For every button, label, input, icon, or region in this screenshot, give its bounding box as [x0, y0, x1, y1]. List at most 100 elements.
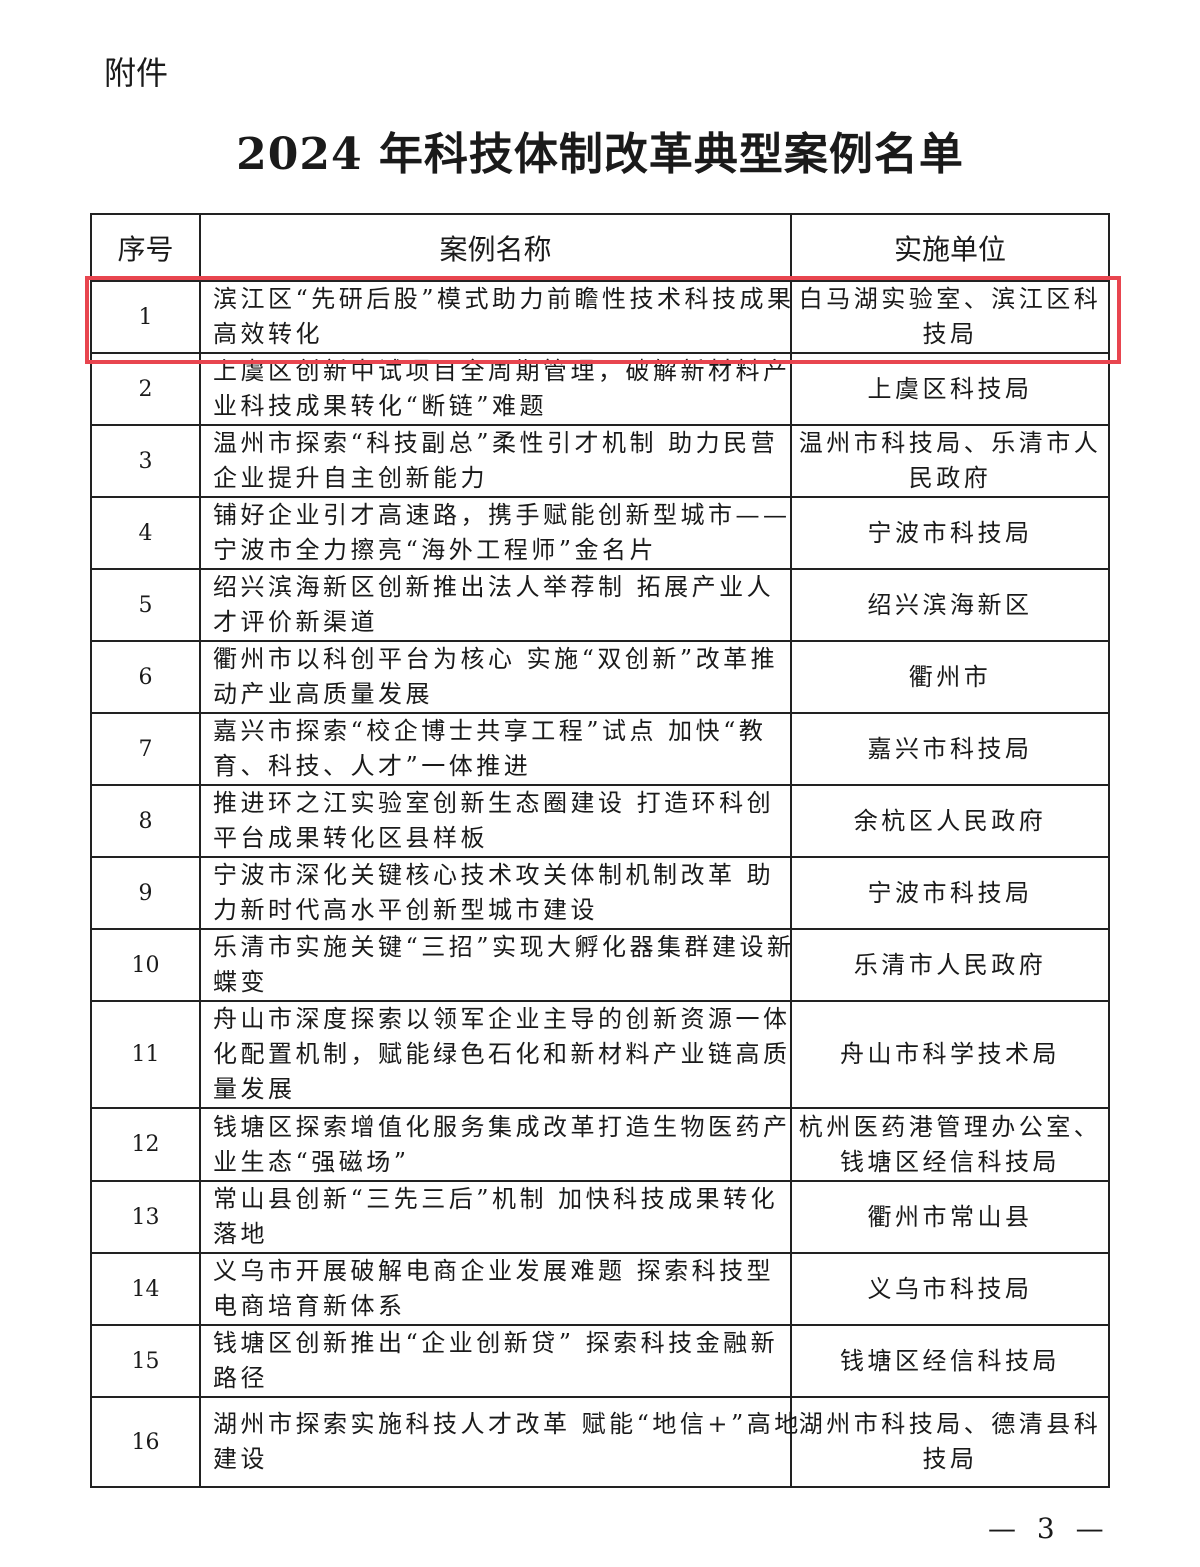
row-index: 14 [90, 1252, 201, 1326]
case-name-line: 蝶变 [213, 968, 268, 996]
case-name-line: 电商培育新体系 [213, 1292, 406, 1320]
unit-line: 衢州市常山县 [867, 1202, 1033, 1231]
unit-line: 杭州医药港管理办公室、 [798, 1112, 1102, 1141]
case-name-line: 乐清市实施关键“三招”实现大孵化器集群建设新 [213, 933, 795, 961]
case-name: 钱塘区探索增值化服务集成改革打造生物医药产 业生态“强磁场” [199, 1107, 792, 1182]
implementing-unit: 乐清市人民政府 [790, 928, 1110, 1002]
row-index: 9 [90, 856, 201, 930]
unit-line: 钱塘区经信科技局 [840, 1147, 1060, 1176]
case-name-line: 育、科技、人才”一体推进 [213, 752, 532, 780]
case-name-line: 企业提升自主创新能力 [213, 464, 488, 492]
header-index: 序号 [90, 213, 201, 282]
implementing-unit: 余杭区人民政府 [790, 784, 1110, 858]
table-row: 13 常山县创新“三先三后”机制 加快科技成果转化 落地 衢州市常山县 [90, 1180, 1110, 1254]
implementing-unit: 杭州医药港管理办公室、 钱塘区经信科技局 [790, 1107, 1110, 1182]
header-unit: 实施单位 [790, 213, 1110, 282]
unit-line: 舟山市科学技术局 [840, 1040, 1060, 1068]
case-name-line: 温州市探索“科技副总”柔性引才机制 助力民营 [213, 429, 779, 457]
table-row: 2 上虞区创新中试项目全周期管理，破解新材料产 业科技成果转化“断链”难题 上虞区科技… [90, 352, 1110, 426]
unit-line: 宁波市科技局 [867, 518, 1033, 547]
page-number: — 3 — [988, 1512, 1110, 1545]
row-index: 8 [90, 784, 201, 858]
case-name-line: 常山县创新“三先三后”机制 加快科技成果转化 [213, 1185, 779, 1213]
row-index: 1 [90, 280, 201, 354]
row-index: 4 [90, 496, 201, 570]
case-name-line: 路径 [213, 1364, 268, 1392]
attachment-label: 附件 [104, 54, 169, 92]
unit-line: 嘉兴市科技局 [867, 734, 1033, 763]
case-name: 绍兴滨海新区创新推出法人举荐制 拓展产业人 才评价新渠道 [199, 568, 792, 642]
implementing-unit: 衢州市常山县 [790, 1180, 1110, 1254]
case-name: 湖州市探索实施科技人才改革 赋能“地信+”高地 建设 [199, 1396, 802, 1488]
case-name: 温州市探索“科技副总”柔性引才机制 助力民营 企业提升自主创新能力 [199, 424, 792, 498]
implementing-unit: 湖州市科技局、德清县科 技局 [790, 1396, 1110, 1488]
case-name: 衢州市以科创平台为核心 实施“双创新”改革推 动产业高质量发展 [199, 640, 792, 714]
table-row: 5 绍兴滨海新区创新推出法人举荐制 拓展产业人 才评价新渠道 绍兴滨海新区 [90, 568, 1110, 642]
table-row: 12 钱塘区探索增值化服务集成改革打造生物医药产 业生态“强磁场” 杭州医药港管理办公… [90, 1107, 1110, 1182]
unit-line: 技局 [922, 1445, 978, 1473]
table-header-row: 序号 案例名称 实施单位 [90, 213, 1110, 282]
case-name-line: 才评价新渠道 [213, 608, 378, 636]
case-list-table: 序号 案例名称 实施单位 1 滨江区“先研后股”模式助力前瞻性技术科技成果 高效转化… [90, 213, 1110, 1488]
row-index: 11 [90, 1000, 201, 1109]
unit-line: 衢州市 [908, 662, 992, 691]
case-name-line: 钱塘区创新推出“企业创新贷” 探索科技金融新 [213, 1329, 779, 1357]
row-index: 16 [90, 1396, 201, 1488]
case-name-line: 钱塘区探索增值化服务集成改革打造生物医药产 [213, 1112, 791, 1141]
implementing-unit: 衢州市 [790, 640, 1110, 714]
case-name-line: 宁波市全力擦亮“海外工程师”金名片 [213, 536, 658, 564]
case-name-line: 业生态“强磁场” [213, 1147, 410, 1176]
unit-line: 宁波市科技局 [867, 878, 1033, 907]
case-name: 推进环之江实验室创新生态圈建设 打造环科创 平台成果转化区县样板 [199, 784, 792, 858]
table-row: 6 衢州市以科创平台为核心 实施“双创新”改革推 动产业高质量发展 衢州市 [90, 640, 1110, 714]
table-row: 1 滨江区“先研后股”模式助力前瞻性技术科技成果 高效转化 白马湖实验室、滨江区科 技局 [90, 280, 1110, 354]
table-row: 7 嘉兴市探索“校企博士共享工程”试点 加快“教 育、科技、人才”一体推进 嘉兴市科技… [90, 712, 1110, 786]
case-name-line: 衢州市以科创平台为核心 实施“双创新”改革推 [213, 645, 779, 673]
implementing-unit: 舟山市科学技术局 [790, 1000, 1110, 1109]
unit-line: 乐清市人民政府 [853, 950, 1047, 979]
case-name: 宁波市深化关键核心技术攻关体制机制改革 助力新时代高水平创新型城市建设 [199, 856, 792, 930]
row-index: 5 [90, 568, 201, 642]
unit-line: 义乌市科技局 [867, 1274, 1033, 1303]
case-name-line: 宁波市深化关键核心技术攻关体制机制改革 助 [213, 861, 775, 889]
implementing-unit: 宁波市科技局 [790, 496, 1110, 570]
row-index: 7 [90, 712, 201, 786]
implementing-unit: 上虞区科技局 [790, 352, 1110, 426]
case-name-line: 推进环之江实验室创新生态圈建设 打造环科创 [213, 789, 775, 817]
case-name-line: 义乌市开展破解电商企业发展难题 探索科技型 [213, 1257, 775, 1285]
case-name-line: 落地 [213, 1220, 268, 1248]
case-name: 嘉兴市探索“校企博士共享工程”试点 加快“教 育、科技、人才”一体推进 [199, 712, 792, 786]
implementing-unit: 钱塘区经信科技局 [790, 1324, 1110, 1398]
case-name-line: 业科技成果转化“断链”难题 [213, 392, 548, 420]
implementing-unit: 宁波市科技局 [790, 856, 1110, 930]
case-name-line: 舟山市深度探索以领军企业主导的创新资源一体 [213, 1005, 791, 1033]
row-index: 3 [90, 424, 201, 498]
implementing-unit: 白马湖实验室、滨江区科 技局 [790, 280, 1110, 354]
table-row: 8 推进环之江实验室创新生态圈建设 打造环科创 平台成果转化区县样板 余杭区人民政府 [90, 784, 1110, 858]
table-row: 11 舟山市深度探索以领军企业主导的创新资源一体 化配置机制，赋能绿色石化和新材料产… [90, 1000, 1110, 1109]
unit-line: 民政府 [908, 464, 992, 492]
case-name-line: 高效转化 [213, 320, 323, 348]
row-index: 2 [90, 352, 201, 426]
implementing-unit: 嘉兴市科技局 [790, 712, 1110, 786]
highlight-box [85, 276, 1121, 364]
page-title: 2024 年科技体制改革典型案例名单 [236, 129, 964, 180]
row-index: 13 [90, 1180, 201, 1254]
case-name: 常山县创新“三先三后”机制 加快科技成果转化 落地 [199, 1180, 792, 1254]
case-name-line: 滨江区“先研后股”模式助力前瞻性技术科技成果 [213, 285, 795, 313]
table-row: 15 钱塘区创新推出“企业创新贷” 探索科技金融新 路径 钱塘区经信科技局 [90, 1324, 1110, 1398]
case-name-line: 铺好企业引才高速路，携手赋能创新型城市—— [213, 501, 791, 529]
table-row: 14 义乌市开展破解电商企业发展难题 探索科技型 电商培育新体系 义乌市科技局 [90, 1252, 1110, 1326]
case-name-line: 绍兴滨海新区创新推出法人举荐制 拓展产业人 [213, 573, 775, 601]
table-row: 10 乐清市实施关键“三招”实现大孵化器集群建设新 蝶变 乐清市人民政府 [90, 928, 1110, 1002]
case-name-line: 湖州市探索实施科技人才改革 赋能“地信+”高地 [213, 1410, 802, 1438]
unit-line: 钱塘区经信科技局 [840, 1346, 1060, 1375]
case-name: 滨江区“先研后股”模式助力前瞻性技术科技成果 高效转化 [199, 280, 795, 354]
implementing-unit: 义乌市科技局 [790, 1252, 1110, 1326]
case-name: 铺好企业引才高速路，携手赋能创新型城市—— 宁波市全力擦亮“海外工程师”金名片 [199, 496, 792, 570]
header-case-name: 案例名称 [199, 213, 792, 282]
unit-line: 余杭区人民政府 [853, 806, 1047, 835]
case-name-line: 平台成果转化区县样板 [213, 824, 488, 852]
case-name: 义乌市开展破解电商企业发展难题 探索科技型 电商培育新体系 [199, 1252, 792, 1326]
implementing-unit: 温州市科技局、乐清市人 民政府 [790, 424, 1110, 498]
